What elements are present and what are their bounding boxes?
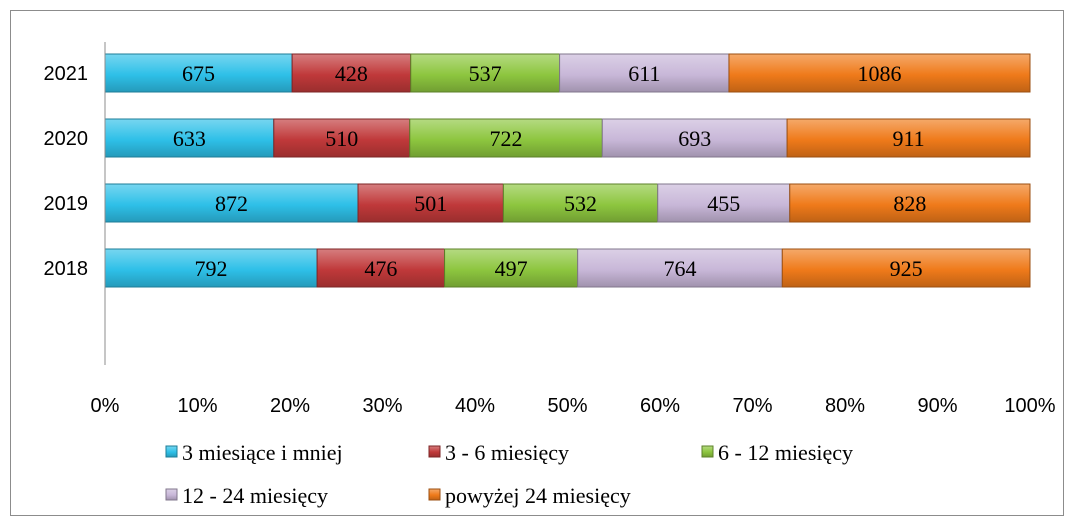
bar-segment (786, 118, 1031, 158)
legend-label: 3 - 6 miesięcy (445, 440, 569, 465)
bar-value-label: 497 (495, 256, 528, 281)
bar-segment (104, 118, 275, 158)
bar-value-label: 722 (490, 126, 523, 151)
bar-segment (104, 53, 293, 93)
legend-swatch (428, 488, 441, 501)
legend-swatch (165, 488, 178, 501)
legend-label: 6 - 12 miesięcy (718, 440, 853, 465)
bar-segment (559, 53, 730, 93)
bar-value-label: 925 (890, 256, 923, 281)
bar-value-label: 675 (182, 61, 215, 86)
bar-value-label: 501 (414, 191, 447, 216)
legend-swatch (701, 445, 714, 458)
legend-label: powyżej 24 miesięcy (445, 483, 631, 508)
x-tick-label: 40% (455, 395, 495, 417)
bar-segment (104, 183, 359, 223)
legend: 3 miesiące i mniej 3 - 6 miesięcy 6 - 12 m… (165, 440, 853, 508)
x-tick-label: 80% (825, 395, 865, 417)
x-tick-label: 0% (91, 395, 120, 417)
x-tick-label: 20% (270, 395, 310, 417)
bar-segment (316, 248, 446, 288)
bar-segment (728, 53, 1031, 93)
bar-value-label: 911 (892, 126, 924, 151)
bar-value-label: 828 (893, 191, 926, 216)
bar-value-label: 872 (215, 191, 248, 216)
bar-value-label: 455 (707, 191, 740, 216)
bar-segment (291, 53, 412, 93)
bar-value-label: 510 (325, 126, 358, 151)
bar-value-label: 537 (469, 61, 502, 86)
bar-segment (577, 248, 783, 288)
bar-value-label: 476 (364, 256, 397, 281)
legend-label: 12 - 24 miesięcy (182, 483, 328, 508)
bar-value-label: 611 (628, 61, 660, 86)
bar-value-label: 1086 (857, 61, 901, 86)
bar-segment (444, 248, 579, 288)
y-tick-label: 2020 (44, 128, 89, 150)
bar-segment (502, 183, 659, 223)
x-tick-label: 60% (640, 395, 680, 417)
legend-swatch (165, 445, 178, 458)
bar-segment (789, 183, 1031, 223)
x-tick-label: 70% (732, 395, 772, 417)
bar-segment (357, 183, 504, 223)
x-tick-label: 30% (362, 395, 402, 417)
bar-value-label: 633 (173, 126, 206, 151)
bars-group: 675 428 537 611 1086 633 510 722 693 911 872 501 532… (104, 53, 1031, 288)
y-tick-label: 2021 (44, 63, 89, 85)
y-tick-label: 2019 (44, 193, 89, 215)
bar-value-label: 693 (678, 126, 711, 151)
x-tick-label: 90% (917, 395, 957, 417)
x-tick-label: 100% (1004, 395, 1055, 417)
x-tick-label: 10% (177, 395, 217, 417)
bar-segment (601, 118, 788, 158)
bar-value-label: 532 (564, 191, 597, 216)
bar-segment (781, 248, 1031, 288)
bar-value-label: 764 (663, 256, 696, 281)
y-tick-label: 2018 (44, 258, 89, 280)
bar-value-label: 428 (335, 61, 368, 86)
x-tick-label: 50% (547, 395, 587, 417)
axes-group: 2021 2020 2019 2018 0% 10% 20% 30% 40% 50% 60% 70% 8… (44, 42, 1056, 417)
bar-segment (273, 118, 411, 158)
bar-segment (409, 118, 603, 158)
bar-value-label: 792 (195, 256, 228, 281)
legend-swatch (428, 445, 441, 458)
legend-label: 3 miesiące i mniej (182, 440, 343, 465)
